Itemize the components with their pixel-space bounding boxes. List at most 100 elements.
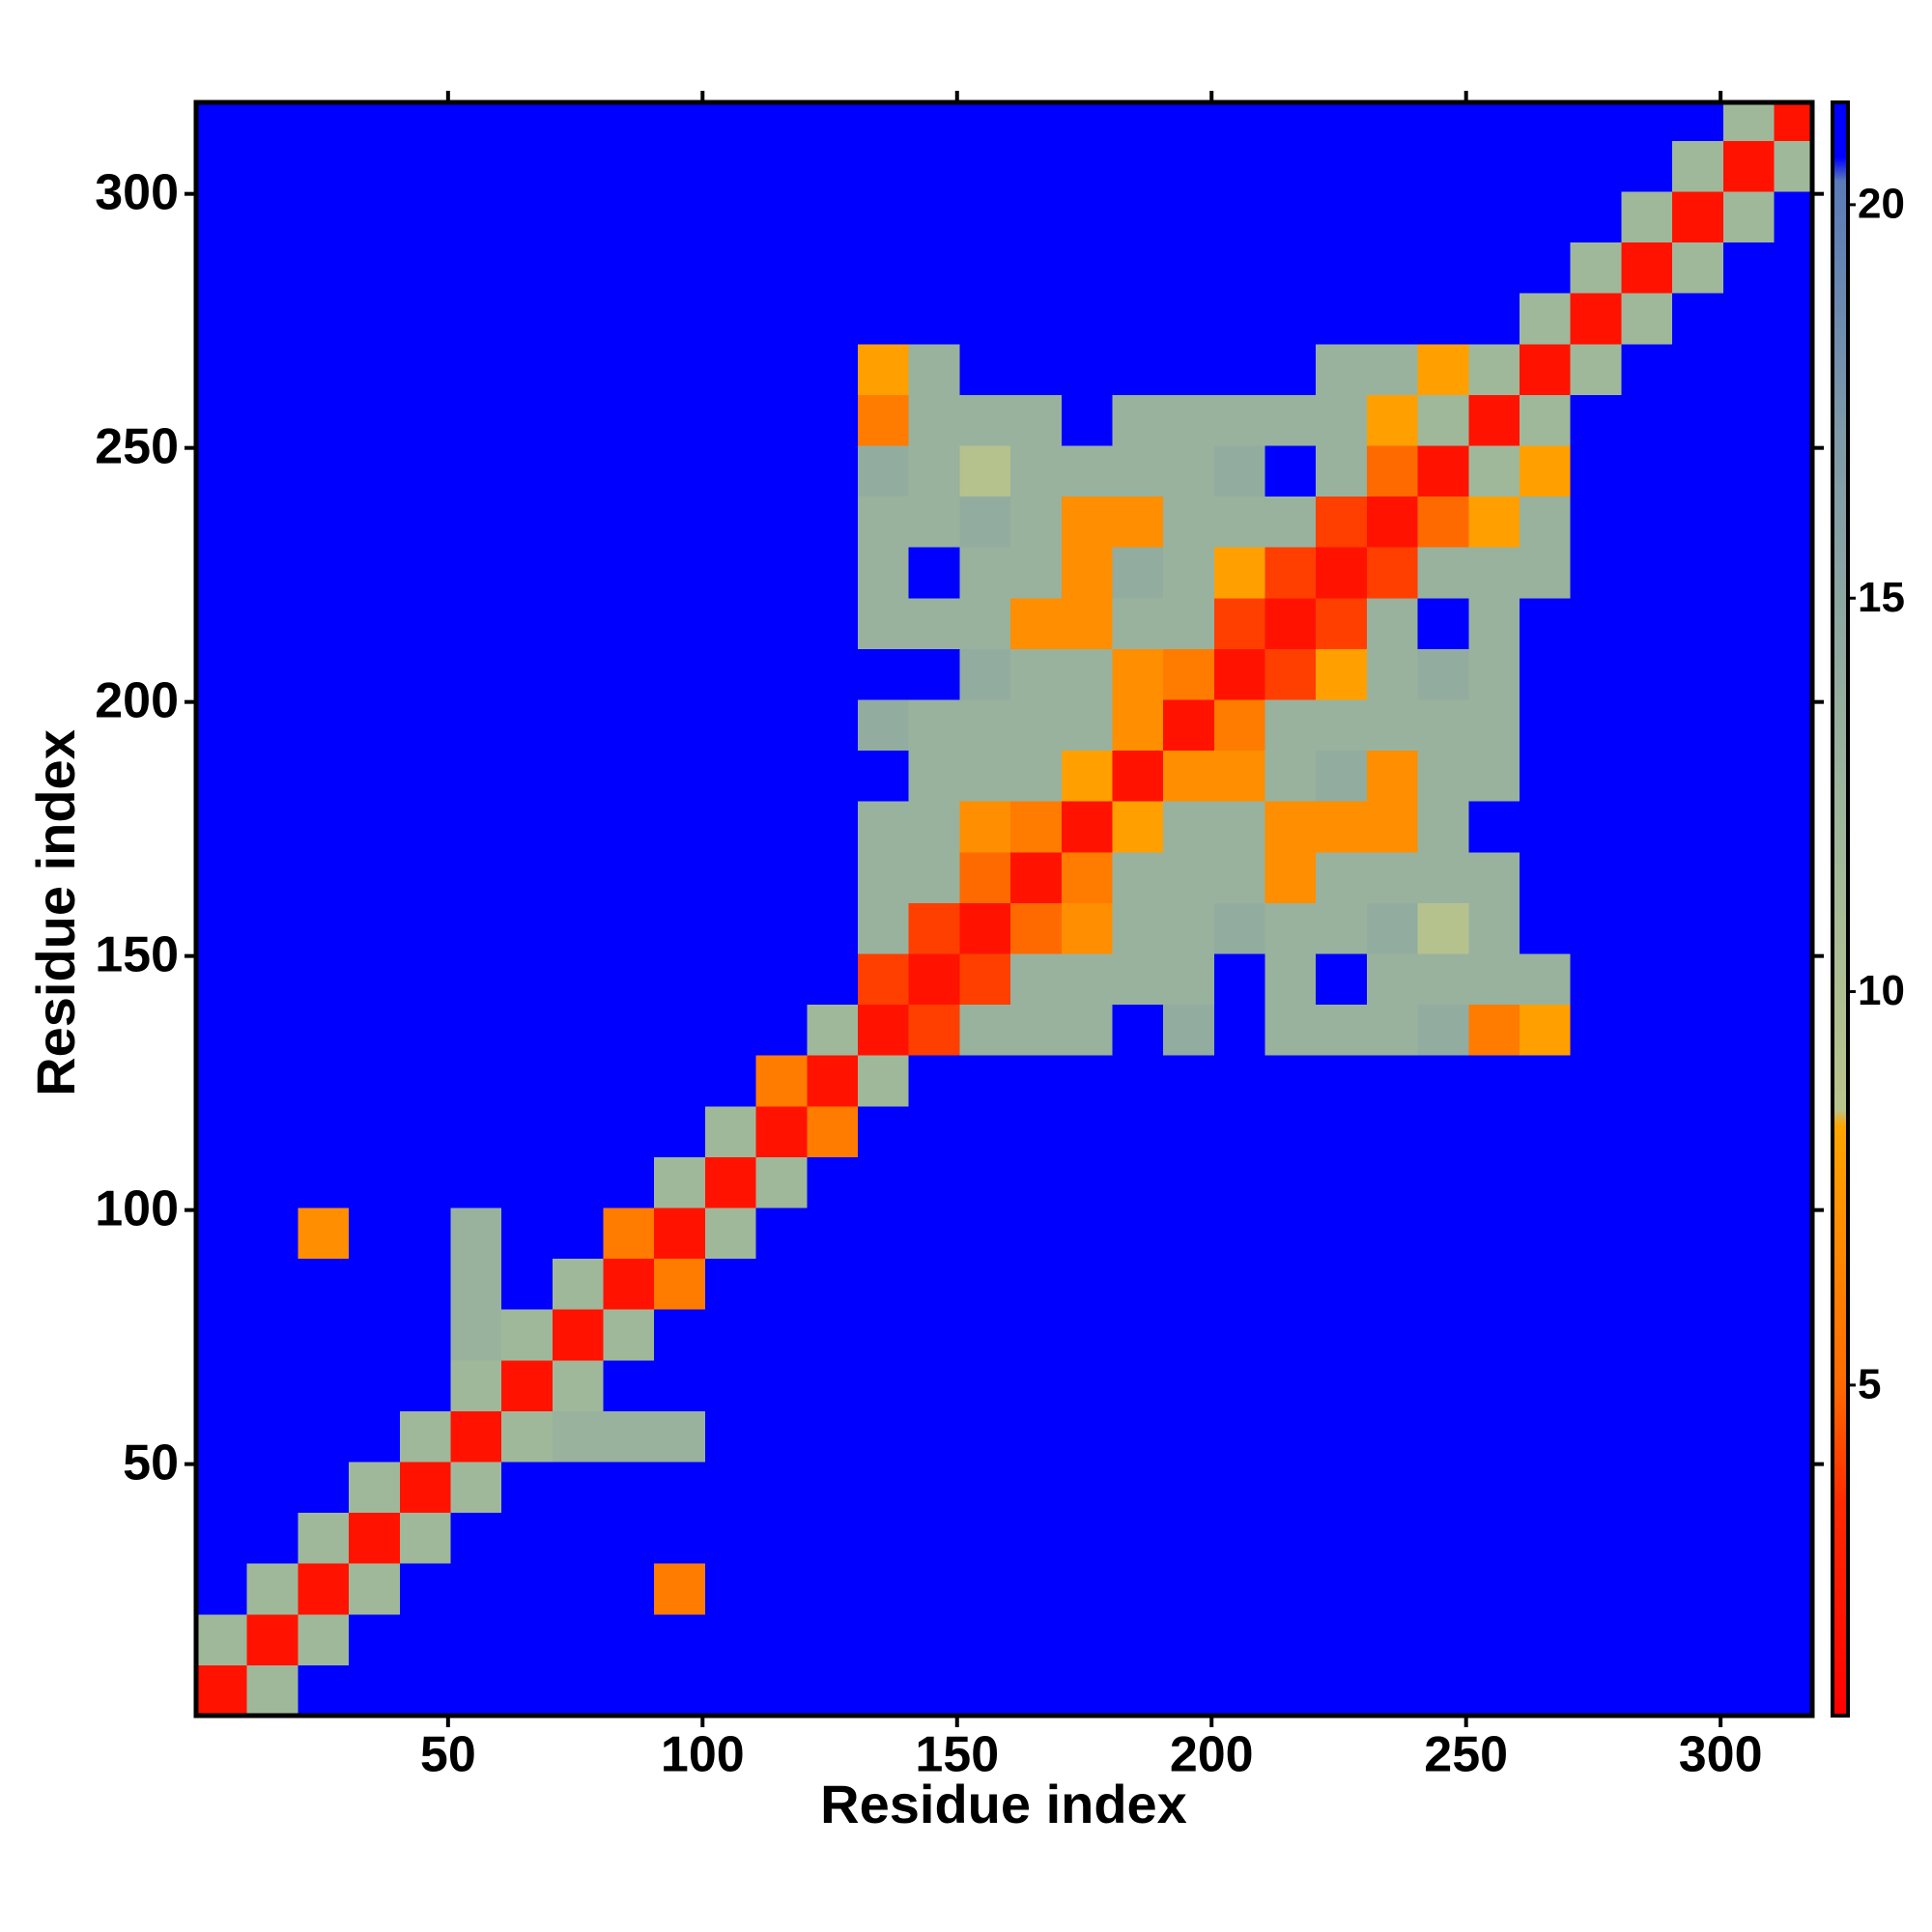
heatmap-cell — [196, 953, 248, 1006]
heatmap-cell — [1316, 902, 1368, 954]
heatmap-cell — [1468, 1156, 1520, 1208]
heatmap-cell — [1468, 1208, 1520, 1260]
heatmap-cell — [1621, 102, 1673, 141]
heatmap-cell — [1774, 547, 1812, 599]
heatmap-cell — [552, 191, 605, 243]
heatmap-cell — [349, 750, 401, 802]
heatmap-cell — [349, 1004, 401, 1056]
heatmap-cell — [1061, 191, 1113, 243]
heatmap-cell — [959, 1055, 1011, 1107]
heatmap-cell — [908, 102, 960, 141]
y-axis-title: Residue index — [25, 729, 86, 1096]
heatmap-cell — [704, 102, 757, 141]
heatmap-cell — [1468, 1563, 1520, 1615]
heatmap-cell — [298, 1462, 350, 1514]
heatmap-cell — [603, 1410, 655, 1463]
heatmap-cell — [1672, 597, 1724, 649]
heatmap-cell — [807, 394, 859, 446]
y-tick-label: 200 — [95, 672, 179, 728]
heatmap-cell — [1316, 1563, 1368, 1615]
heatmap-cell — [1621, 1055, 1673, 1107]
heatmap-cell — [1316, 1462, 1368, 1514]
heatmap-cell — [298, 1563, 350, 1615]
heatmap-cell — [1163, 1462, 1215, 1514]
heatmap-cell — [1213, 902, 1266, 954]
heatmap-cell — [399, 851, 451, 903]
heatmap-cell — [603, 1105, 655, 1157]
heatmap-cell — [501, 102, 554, 141]
heatmap-cell — [501, 699, 554, 752]
heatmap-cell — [654, 750, 706, 802]
heatmap-cell — [755, 547, 808, 599]
heatmap-cell — [501, 1156, 554, 1208]
heatmap-cell — [1774, 394, 1812, 446]
heatmap-cell — [501, 1462, 554, 1514]
heatmap-cell — [1774, 699, 1812, 752]
heatmap-cell — [858, 1055, 910, 1107]
heatmap-cell — [1520, 242, 1572, 294]
heatmap-cell — [1264, 191, 1317, 243]
heatmap-cell — [1672, 496, 1724, 548]
heatmap-cell — [450, 394, 502, 446]
heatmap-cell — [654, 648, 706, 700]
heatmap-cell — [1621, 1359, 1673, 1411]
heatmap-cell — [298, 1664, 350, 1716]
heatmap-cell — [450, 648, 502, 700]
heatmap-cell — [349, 242, 401, 294]
heatmap-cell — [1264, 699, 1317, 752]
heatmap-cell — [755, 1004, 808, 1056]
heatmap-cell — [959, 547, 1011, 599]
heatmap-cell — [501, 1055, 554, 1107]
heatmap-cell — [704, 953, 757, 1006]
heatmap-cell — [1061, 1004, 1113, 1056]
heatmap-cell — [1366, 1004, 1419, 1056]
heatmap-cell — [1010, 1613, 1063, 1665]
heatmap-cell — [1264, 1410, 1317, 1463]
heatmap-cell — [603, 851, 655, 903]
heatmap-cell — [1366, 1462, 1419, 1514]
x-tick-label: 100 — [661, 1727, 745, 1783]
heatmap-cell — [349, 902, 401, 954]
heatmap-cell — [807, 1563, 859, 1615]
heatmap-cell — [603, 102, 655, 141]
heatmap-cell — [959, 1258, 1011, 1310]
heatmap-cell — [1570, 140, 1622, 192]
heatmap-cell — [1316, 547, 1368, 599]
heatmap-cell — [807, 191, 859, 243]
heatmap-cell — [1163, 1664, 1215, 1716]
heatmap-cell — [1417, 1004, 1469, 1056]
heatmap-cell — [246, 293, 298, 345]
heatmap-cell — [552, 1055, 605, 1107]
heatmap-cell — [298, 851, 350, 903]
heatmap-cell — [552, 1462, 605, 1514]
heatmap-cell — [450, 1156, 502, 1208]
heatmap-cell — [603, 1512, 655, 1564]
heatmap-cell — [349, 699, 401, 752]
heatmap-cell — [1722, 953, 1775, 1006]
heatmap-cell — [959, 1309, 1011, 1361]
heatmap-cell — [1061, 394, 1113, 446]
heatmap-cell — [196, 750, 248, 802]
heatmap-cell — [858, 496, 910, 548]
heatmap-cell — [807, 953, 859, 1006]
heatmap-cell — [1316, 1512, 1368, 1564]
heatmap-cell — [1010, 293, 1063, 345]
heatmap-cell — [298, 1410, 350, 1463]
heatmap-cell — [1520, 140, 1572, 192]
heatmap-cell — [1061, 343, 1113, 395]
heatmap-cell — [298, 1004, 350, 1056]
heatmap-cell — [858, 140, 910, 192]
heatmap-cell — [1520, 1258, 1572, 1310]
heatmap-cell — [908, 191, 960, 243]
heatmap-cell — [399, 1664, 451, 1716]
heatmap-cell — [1061, 1359, 1113, 1411]
heatmap-cell — [1468, 953, 1520, 1006]
heatmap-cell — [196, 1563, 248, 1615]
heatmap-cell — [196, 1664, 248, 1716]
heatmap-cell — [1163, 445, 1215, 497]
heatmap-cell — [552, 496, 605, 548]
heatmap-cell — [858, 1664, 910, 1716]
y-tick-label: 300 — [95, 164, 179, 220]
heatmap-cell — [196, 801, 248, 853]
heatmap-cell — [298, 902, 350, 954]
